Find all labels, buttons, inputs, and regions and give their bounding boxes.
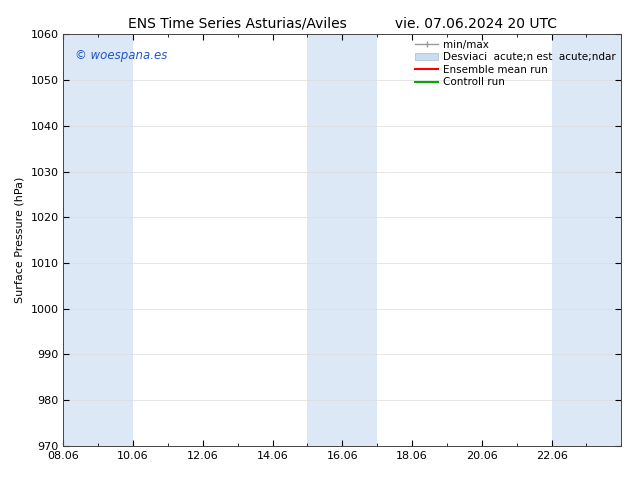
Bar [552, 34, 621, 446]
Text: © woespana.es: © woespana.es [75, 49, 167, 62]
Bar [63, 34, 133, 446]
Legend: min/max, Desviaci  acute;n est  acute;ndar, Ensemble mean run, Controll run: min/max, Desviaci acute;n est acute;ndar… [413, 37, 618, 89]
Title: ENS Time Series Asturias/Aviles           vie. 07.06.2024 20 UTC: ENS Time Series Asturias/Aviles vie. 07.… [128, 16, 557, 30]
Bar [307, 34, 377, 446]
Y-axis label: Surface Pressure (hPa): Surface Pressure (hPa) [15, 177, 25, 303]
